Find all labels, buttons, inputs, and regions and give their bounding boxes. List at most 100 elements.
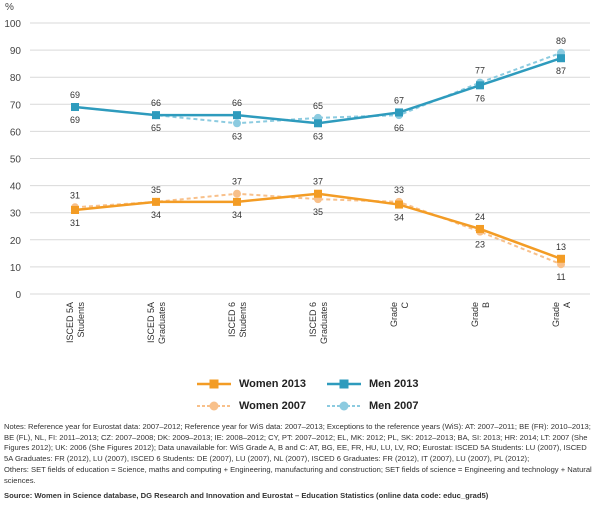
y-tick-label-0: 0: [15, 290, 21, 301]
marker-men-2013-2: [233, 111, 241, 120]
marker-women-2013-2: [233, 197, 241, 206]
data-label-men-2007-6: 89: [556, 36, 566, 46]
x-category-4: Grade C: [389, 302, 410, 328]
y-tick-label-100: 100: [4, 19, 21, 30]
x-category-label-3-line1: ISCED 6: [308, 302, 318, 337]
marker-women-2007-2: [233, 189, 241, 198]
gridlines: [30, 22, 590, 295]
data-label-women-2013-0: 31: [70, 218, 80, 228]
data-label-men-2013-4: 67: [394, 95, 404, 105]
marker-men-2013-1: [152, 111, 160, 120]
data-label-women-2007-0: 31: [70, 190, 80, 200]
marker-women-2013-4: [395, 200, 403, 209]
marker-men-2013-4: [395, 108, 403, 117]
data-label-women-2007-5: 23: [475, 240, 485, 250]
data-label-women-2013-1: 35: [151, 185, 161, 195]
data-label-men-2013-6: 87: [556, 66, 566, 76]
x-category-label-5-line2: B: [481, 302, 491, 308]
data-label-men-2007-0: 69: [70, 90, 80, 100]
x-category-label-4-line1: Grade: [389, 302, 399, 327]
legend-swatch-women-2013: [197, 379, 231, 389]
marker-women-2013-3: [314, 189, 322, 198]
data-label-men-2013-5: 76: [475, 93, 485, 103]
x-category-2: ISCED 6 Students: [227, 302, 248, 338]
marker-women-2013-0: [71, 205, 79, 214]
x-category-label-2-line2: Students: [238, 302, 248, 338]
x-category-label-1-line1: ISCED 5A: [146, 302, 156, 343]
x-category-label-0-line1: ISCED 5A: [65, 302, 75, 343]
data-label-women-2013-2: 34: [232, 210, 242, 220]
legend-swatch-men-2007: [327, 401, 361, 411]
x-category-label-4-line2: C: [400, 302, 410, 309]
marker-men-2013-5: [476, 81, 484, 90]
y-axis-unit: %: [5, 2, 14, 13]
y-tick-label-90: 90: [10, 46, 22, 57]
legend-women-2007: Women 2007: [197, 400, 306, 412]
data-label-women-2013-6: 13: [556, 242, 566, 252]
data-label-women-2013-3: 37: [313, 177, 323, 187]
x-category-1: ISCED 5A Graduates: [146, 302, 167, 345]
legend-label-men-2007: Men 2007: [369, 400, 419, 412]
data-label-women-2007-4: 33: [394, 185, 404, 195]
y-tick-label-70: 70: [10, 100, 22, 111]
data-label-women-2013-4: 34: [394, 213, 404, 223]
marker-men-2007-2: [233, 119, 241, 128]
x-category-label-1-line2: Graduates: [157, 302, 167, 345]
series-markers: [71, 48, 565, 269]
x-axis-categories: ISCED 5A Students ISCED 5A Graduates ISCED 6…: [65, 302, 572, 345]
data-label-men-2007-5: 77: [475, 66, 485, 76]
notes-definitions: Others: SET fields of education = Scienc…: [4, 465, 592, 485]
y-tick-label-80: 80: [10, 73, 22, 84]
marker-women-2013-1: [152, 197, 160, 206]
legend-men-2007: Men 2007: [327, 400, 419, 412]
marker-women-2013-5: [476, 224, 484, 233]
data-label-men-2013-3: 63: [313, 131, 323, 141]
y-axis-ticks: 0 10 20 30 40 50 60 70 80 90 100: [4, 19, 21, 301]
y-tick-label-50: 50: [10, 155, 22, 166]
x-category-3: ISCED 6 Graduates: [308, 302, 329, 345]
legend-swatch-men-2013: [327, 379, 361, 389]
data-label-men-2007-1: 66: [151, 98, 161, 108]
marker-men-2013-0: [71, 103, 79, 112]
legend-men-2013: Men 2013: [327, 378, 419, 390]
data-label-men-2013-2: 66: [232, 98, 242, 108]
marker-women-2013-6: [557, 254, 565, 263]
line-men-2013: [74, 57, 562, 125]
marker-men-2013-3: [314, 119, 322, 128]
x-category-label-5-line1: Grade: [470, 302, 480, 327]
x-category-label-0-line2: Students: [76, 302, 86, 338]
data-label-women-2007-1: 34: [151, 210, 161, 220]
y-tick-label-10: 10: [10, 263, 22, 274]
legend-label-men-2013: Men 2013: [369, 378, 419, 390]
legend-swatch-women-2007: [197, 401, 231, 411]
x-category-label-6-line2: A: [562, 302, 572, 308]
data-label-women-2013-5: 24: [475, 212, 485, 222]
line-women-2007: [74, 192, 562, 266]
legend: Women 2013 Men 2013 Women 2007 Men 2007: [0, 372, 600, 416]
data-label-women-2007-6: 11: [556, 272, 565, 282]
x-category-label-6-line1: Grade: [551, 302, 561, 327]
notes-reference-years: Notes: Reference year for Eurostat data:…: [4, 422, 591, 463]
source-line: Source: Women in Science database, DG Re…: [4, 490, 489, 500]
x-category-6: Grade A: [551, 302, 572, 327]
data-label-men-2007-4: 66: [394, 123, 404, 133]
data-label-men-2007-3: 65: [313, 101, 323, 111]
x-category-0: ISCED 5A Students: [65, 302, 86, 344]
y-tick-label-60: 60: [10, 127, 22, 138]
data-label-women-2007-3: 35: [313, 207, 323, 217]
legend-label-women-2013: Women 2013: [239, 378, 307, 390]
line-men-2007: [74, 51, 562, 125]
legend-women-2013: Women 2013: [197, 378, 306, 390]
data-label-men-2007-2: 63: [232, 131, 242, 141]
marker-men-2013-6: [557, 54, 565, 63]
y-tick-label-20: 20: [10, 236, 22, 247]
y-tick-label-40: 40: [10, 182, 22, 193]
x-category-5: Grade B: [470, 302, 491, 327]
legend-label-women-2007: Women 2007: [239, 400, 307, 412]
x-category-label-2-line1: ISCED 6: [227, 302, 237, 337]
data-labels: 31 31 35 34 34 37 37 35 34 33 24 23 13 11 69 69 65 66 66 63…: [70, 36, 566, 282]
data-label-men-2013-0: 69: [70, 115, 80, 125]
data-label-men-2013-1: 65: [151, 123, 161, 133]
data-label-women-2007-2: 37: [232, 177, 242, 187]
